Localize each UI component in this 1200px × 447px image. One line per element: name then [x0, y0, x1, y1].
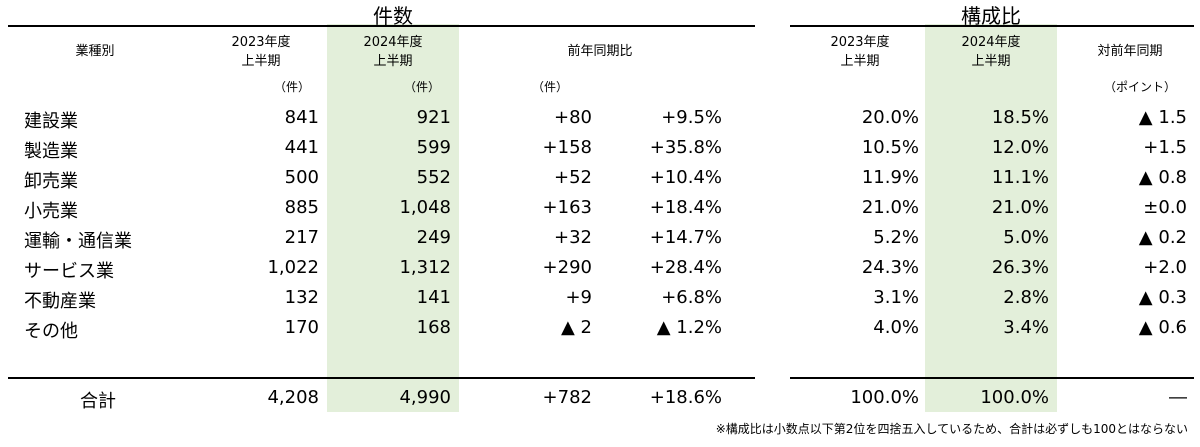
row-industry: その他	[24, 321, 78, 342]
header-yoy: 前年同期比	[567, 44, 633, 59]
row-2024-count: 141	[416, 287, 451, 308]
row-industry: 不動産業	[24, 291, 96, 312]
row-industry: 建設業	[24, 111, 78, 132]
row-2023-count: 1,022	[267, 257, 319, 278]
header-2023-count: 2023年度 上半期	[231, 35, 291, 69]
row-share-points: ▲ 0.2	[1138, 227, 1187, 248]
row-share-points: ▲ 0.6	[1138, 317, 1187, 338]
share-total-rule	[790, 377, 1194, 379]
row-2023-count: 170	[284, 317, 319, 338]
row-2024-share: 12.0%	[991, 137, 1049, 158]
row-pct: +35.8%	[649, 137, 722, 158]
total-2023-count: 4,208	[267, 387, 319, 408]
total-2024-count: 4,990	[399, 387, 451, 408]
row-industry: 製造業	[24, 141, 78, 162]
row-2023-share: 24.3%	[861, 257, 919, 278]
row-diff: +80	[554, 107, 592, 128]
share-header-top-rule	[790, 25, 1194, 27]
unit-2023-count: （件）	[273, 80, 310, 94]
row-industry: サービス業	[24, 261, 114, 282]
row-2023-share: 20.0%	[861, 107, 919, 128]
row-diff: +52	[554, 167, 592, 188]
count-total-rule	[8, 377, 755, 379]
total-diff: +782	[542, 387, 592, 408]
header-share-yoy: 対前年同期	[1097, 44, 1163, 59]
row-share-points: ▲ 0.3	[1138, 287, 1187, 308]
row-diff: ▲ 2	[560, 317, 592, 338]
header-2023-share: 2023年度 上半期	[830, 35, 890, 69]
row-industry: 小売業	[24, 201, 78, 222]
row-pct: +6.8%	[661, 287, 722, 308]
total-share-points: ―	[1169, 387, 1187, 408]
row-2024-share: 21.0%	[991, 197, 1049, 218]
row-2023-count: 217	[284, 227, 319, 248]
row-2023-share: 10.5%	[861, 137, 919, 158]
row-2023-count: 841	[284, 107, 319, 128]
row-diff: +163	[542, 197, 592, 218]
row-pct: +10.4%	[649, 167, 722, 188]
row-2024-count: 249	[416, 227, 451, 248]
row-2024-share: 26.3%	[991, 257, 1049, 278]
row-pct: +18.4%	[649, 197, 722, 218]
row-pct: +28.4%	[649, 257, 722, 278]
row-share-points: +1.5	[1143, 137, 1187, 158]
header-2024-count: 2024年度 上半期	[363, 35, 423, 69]
unit-2024-count: （件）	[403, 80, 440, 94]
row-industry: 卸売業	[24, 171, 78, 192]
row-2024-share: 2.8%	[1003, 287, 1049, 308]
row-pct: +9.5%	[661, 107, 722, 128]
share-section-title: 構成比	[961, 4, 1021, 28]
row-share-points: +2.0	[1143, 257, 1187, 278]
row-2024-count: 552	[416, 167, 451, 188]
row-2024-count: 1,048	[399, 197, 451, 218]
row-2023-count: 500	[284, 167, 319, 188]
total-2024-share: 100.0%	[980, 387, 1049, 408]
row-2023-share: 11.9%	[861, 167, 919, 188]
row-diff: +9	[565, 287, 592, 308]
footnote: ※構成比は小数点以下第2位を四捨五入しているため、合計は必ずしも100とはならな…	[715, 422, 1188, 436]
count-section-title: 件数	[373, 4, 413, 28]
total-label: 合計	[80, 391, 116, 412]
total-2023-share: 100.0%	[850, 387, 919, 408]
row-pct: +14.7%	[649, 227, 722, 248]
row-share-points: ±0.0	[1143, 197, 1187, 218]
row-diff: +158	[542, 137, 592, 158]
row-diff: +290	[542, 257, 592, 278]
row-industry: 運輸・通信業	[24, 231, 132, 252]
row-diff: +32	[554, 227, 592, 248]
row-pct: ▲ 1.2%	[656, 317, 722, 338]
row-2023-count: 441	[284, 137, 319, 158]
row-2024-count: 1,312	[399, 257, 451, 278]
row-2023-share: 4.0%	[873, 317, 919, 338]
row-share-points: ▲ 0.8	[1138, 167, 1187, 188]
unit-yoy: （件）	[531, 80, 568, 94]
row-2023-share: 3.1%	[873, 287, 919, 308]
row-2023-share: 5.2%	[873, 227, 919, 248]
row-2024-count: 921	[416, 107, 451, 128]
row-2023-share: 21.0%	[861, 197, 919, 218]
highlight-2024-share-column	[925, 24, 1057, 412]
header-2024-share: 2024年度 上半期	[961, 35, 1021, 69]
row-2024-share: 5.0%	[1003, 227, 1049, 248]
count-header-top-rule	[8, 25, 755, 27]
highlight-2024-count-column	[327, 24, 459, 412]
row-2024-count: 168	[416, 317, 451, 338]
row-2023-count: 132	[284, 287, 319, 308]
row-2024-share: 11.1%	[991, 167, 1049, 188]
row-2024-share: 3.4%	[1003, 317, 1049, 338]
row-2024-share: 18.5%	[991, 107, 1049, 128]
header-industry: 業種別	[75, 44, 115, 59]
total-pct: +18.6%	[649, 387, 722, 408]
row-2024-count: 599	[416, 137, 451, 158]
unit-share-yoy: （ポイント）	[1103, 80, 1176, 94]
row-2023-count: 885	[284, 197, 319, 218]
row-share-points: ▲ 1.5	[1138, 107, 1187, 128]
